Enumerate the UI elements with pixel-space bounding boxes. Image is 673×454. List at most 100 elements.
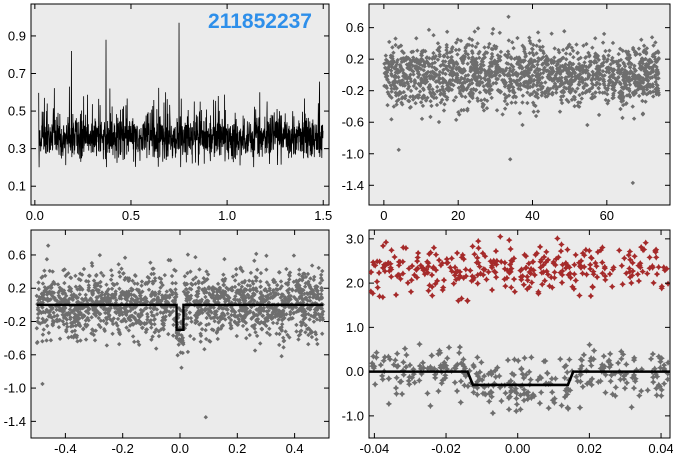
phase-folded-point [73,323,79,328]
light-curve-point [640,61,646,66]
transit-zoom-upper-point [460,255,467,263]
phase-folded-point [250,286,256,291]
phase-folded-point [135,281,140,286]
transit-zoom-upper-point [388,247,395,254]
light-curve-point [590,69,595,75]
light-curve-point [486,80,492,85]
light-curve-point [460,70,465,75]
phase-folded-point [109,268,114,273]
light-curve-point [419,56,424,62]
light-curve-point [558,78,564,83]
phase-folded-point [222,313,227,318]
phase-folded-point [185,270,190,276]
light-curve-point [535,91,540,97]
light-curve-point [387,39,392,45]
phase-folded-point [228,317,234,323]
light-curve-point [653,87,658,92]
transit-zoom-upper-point [439,260,446,267]
transit-zoom-lower-point [577,378,584,385]
phase-folded-point [238,288,243,294]
phase-folded-point [223,299,228,304]
phase-folded-point [151,313,157,319]
light-curve-point [540,49,546,54]
phase-folded-point [248,270,254,276]
light-curve-point [400,83,405,88]
transit-zoom-lower-point [658,355,665,362]
transit-zoom-y-tick-label: 3.0 [346,231,364,246]
light-curve-point [567,86,573,91]
light-curve-point [627,65,633,70]
light-curve-point [403,93,408,99]
phase-folded-point [39,294,45,300]
phase-folded-point [247,278,252,283]
transit-zoom-lower-point [369,362,376,370]
light-curve-point [528,56,534,62]
light-curve-point [635,87,640,92]
phase-folded-x-tick-label: -0.4 [54,441,76,454]
transit-zoom-upper-point [577,264,585,271]
phase-folded-point [41,309,46,315]
phase-folded-point [56,324,62,330]
light-curve-point [564,57,569,62]
light-curve-point [609,83,615,88]
transit-zoom-upper-point [646,265,653,272]
transit-zoom-lower-point [664,359,670,366]
light-curve-point [523,65,529,70]
light-curve-point [550,92,555,97]
light-curve-point [545,86,551,91]
light-curve-point [567,89,572,94]
phase-folded-point [170,308,176,314]
transit-zoom-upper-point [662,266,669,274]
phase-folded-point [146,279,152,284]
transit-zoom-lower-point [378,372,386,380]
phase-folded-point [251,323,257,328]
phase-folded-point [285,297,290,302]
phase-folded-point [236,319,242,324]
phase-folded-point [110,321,116,327]
light-curve-point [543,60,548,65]
light-curve-point [427,76,433,81]
light-curve-point [581,43,586,48]
light-curve-point [622,64,628,69]
light-curve-point [525,90,530,95]
transit-zoom-upper-point [506,267,514,274]
light-curve-point [444,86,449,92]
phase-folded-point [273,290,279,296]
light-curve-point [465,61,470,66]
phase-folded-point [279,324,284,330]
transit-zoom-lower-point [618,355,625,363]
phase-folded-point [112,282,117,287]
light-curve-point [637,61,642,66]
phase-folded-point [291,253,297,258]
transit-zoom-lower-point [479,390,487,397]
light-curve-point [520,122,525,128]
light-curve-point [631,92,637,98]
light-curve-point [384,60,389,65]
phase-folded-point [281,345,286,350]
transit-zoom-lower-point [507,377,515,385]
light-curve-point [456,85,462,91]
phase-folded-point [221,291,227,297]
light-curve-point [610,75,616,80]
phase-folded-point [291,294,297,300]
light-curve-point [394,102,399,107]
phase-folded-point [245,283,250,288]
transit-zoom-lower-point [379,376,386,383]
light-curve-point [623,82,629,88]
light-curve-point [526,70,532,76]
light-curve-point [408,72,413,77]
light-curve-point [507,88,512,94]
light-curve-point [470,55,475,60]
transit-zoom-upper-point [452,276,460,283]
light-curve-point [421,87,426,93]
transit-zoom-upper-point [503,274,511,282]
periodogram-line [38,22,324,168]
phase-folded-point [217,285,223,290]
light-curve-point [619,85,625,90]
transit-zoom-lower-point [511,356,518,363]
light-curve-point [498,54,503,59]
light-curve-point [559,94,564,99]
light-curve-point [497,58,503,63]
light-curve-point [487,88,492,94]
light-curve-point [650,89,656,94]
